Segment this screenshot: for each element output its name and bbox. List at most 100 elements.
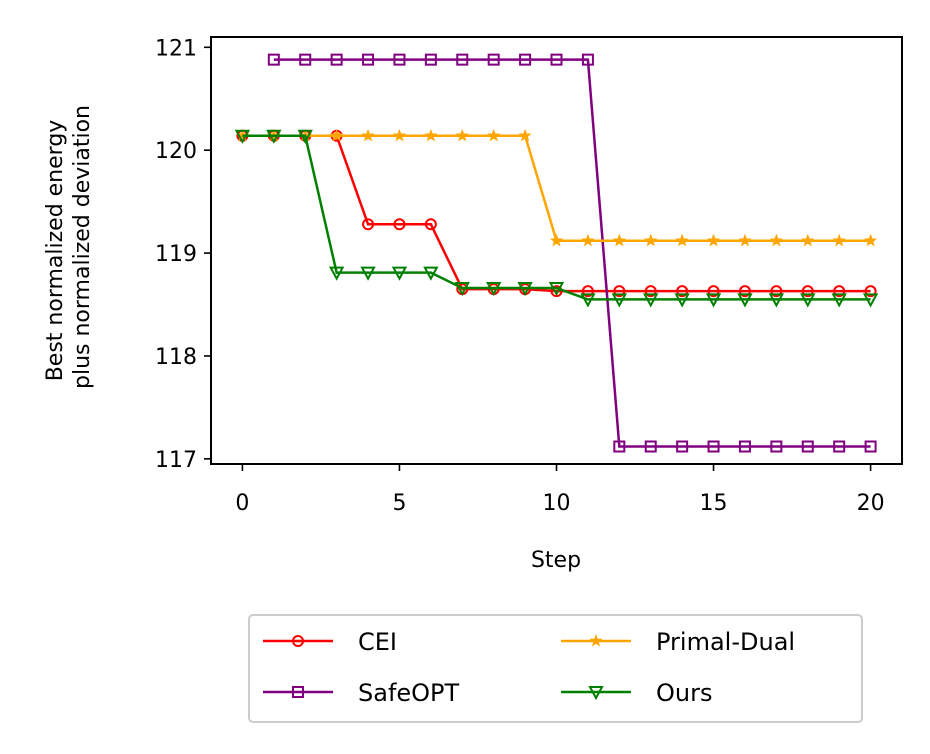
x-axis-title: Step bbox=[531, 548, 581, 573]
series-line bbox=[242, 134, 871, 293]
legend-label: Ours bbox=[656, 679, 712, 707]
legend-swatch-marker bbox=[292, 635, 304, 647]
x-tick-label: 10 bbox=[543, 491, 571, 516]
legend-swatch-marker bbox=[589, 634, 603, 647]
data-point bbox=[485, 282, 502, 297]
data-point bbox=[548, 282, 565, 297]
data-point bbox=[801, 233, 815, 247]
x-tick-label: 15 bbox=[700, 491, 728, 516]
data-point bbox=[328, 266, 345, 281]
data-point bbox=[455, 128, 469, 142]
data-point bbox=[519, 53, 532, 66]
series-layer bbox=[234, 53, 879, 453]
series-ours bbox=[234, 129, 879, 308]
y-tick-label: 120 bbox=[155, 139, 197, 164]
data-point bbox=[800, 293, 816, 308]
data-point bbox=[768, 293, 785, 308]
series-line bbox=[242, 134, 871, 242]
legend-entry: SafeOPT bbox=[263, 679, 460, 707]
data-point bbox=[644, 285, 657, 298]
data-point bbox=[234, 129, 251, 144]
data-point bbox=[487, 53, 500, 66]
legend-entry: Primal-Dual bbox=[561, 628, 795, 656]
data-point bbox=[862, 293, 879, 308]
data-point bbox=[393, 218, 406, 231]
data-point bbox=[770, 285, 783, 298]
data-point bbox=[266, 129, 282, 144]
data-point bbox=[833, 440, 846, 453]
data-point bbox=[801, 440, 814, 453]
data-point bbox=[517, 282, 533, 297]
data-point bbox=[706, 233, 721, 247]
y-axis: 117 118 119 120 121 bbox=[155, 36, 211, 473]
data-point bbox=[580, 293, 596, 308]
legend-entry: Ours bbox=[561, 679, 712, 707]
data-point bbox=[612, 233, 626, 247]
data-point bbox=[361, 128, 375, 142]
data-point bbox=[392, 128, 407, 142]
data-point bbox=[801, 285, 814, 298]
data-point bbox=[423, 266, 439, 281]
data-point bbox=[832, 233, 846, 247]
legend-box bbox=[248, 614, 863, 723]
data-point bbox=[549, 233, 564, 247]
y-axis-title-line-2: plus normalized deviation bbox=[70, 105, 95, 389]
data-point bbox=[864, 285, 877, 298]
legend: CEI SafeOPT Primal-Dual Ours bbox=[248, 614, 863, 723]
data-point bbox=[393, 53, 406, 66]
series-primal-dual bbox=[235, 128, 878, 247]
y-tick-label: 119 bbox=[155, 242, 197, 267]
data-point bbox=[267, 53, 280, 66]
legend-swatch-marker bbox=[292, 686, 304, 698]
y-axis-title-line-1: Best normalized energy bbox=[43, 120, 68, 382]
y-tick-label: 117 bbox=[155, 448, 197, 473]
data-point bbox=[297, 129, 313, 144]
data-point bbox=[738, 233, 752, 247]
legend-label: SafeOPT bbox=[358, 679, 460, 707]
x-tick-label: 0 bbox=[235, 491, 249, 516]
data-point bbox=[674, 293, 690, 308]
data-point bbox=[518, 128, 532, 142]
series-line bbox=[273, 58, 871, 448]
x-axis: 0 5 10 15 20 bbox=[235, 464, 885, 516]
data-point bbox=[581, 233, 595, 247]
data-point bbox=[391, 266, 408, 281]
plot-frame bbox=[210, 36, 903, 465]
y-tick-label: 118 bbox=[155, 345, 197, 370]
data-point bbox=[864, 440, 877, 453]
data-point bbox=[330, 128, 344, 142]
data-point bbox=[424, 218, 437, 231]
series-safeopt bbox=[267, 53, 877, 453]
data-point bbox=[738, 285, 751, 298]
y-axis-title: Best normalized energy plus normalized d… bbox=[43, 105, 95, 389]
data-point bbox=[611, 293, 628, 308]
data-point bbox=[550, 53, 563, 66]
data-point bbox=[613, 285, 626, 298]
data-point bbox=[831, 293, 847, 308]
data-point bbox=[833, 285, 846, 298]
data-point bbox=[360, 266, 376, 281]
data-point bbox=[738, 440, 751, 453]
data-point bbox=[707, 285, 720, 298]
y-tick-label: 121 bbox=[155, 36, 197, 61]
data-point bbox=[424, 128, 438, 142]
data-point bbox=[613, 440, 626, 453]
data-point bbox=[770, 440, 783, 453]
data-point bbox=[581, 53, 594, 66]
data-point bbox=[456, 53, 469, 66]
data-point bbox=[644, 233, 658, 247]
data-point bbox=[769, 233, 783, 247]
legend-entries: CEI SafeOPT Primal-Dual Ours bbox=[263, 628, 795, 707]
data-point bbox=[330, 53, 343, 66]
data-point bbox=[705, 293, 722, 308]
legend-label: CEI bbox=[358, 628, 397, 656]
data-point bbox=[299, 53, 312, 66]
data-point bbox=[675, 233, 689, 247]
x-tick-label: 5 bbox=[392, 491, 406, 516]
data-point bbox=[424, 53, 437, 66]
data-point bbox=[362, 53, 375, 66]
data-point bbox=[863, 233, 878, 247]
legend-entry: CEI bbox=[263, 628, 397, 656]
data-point bbox=[644, 440, 657, 453]
